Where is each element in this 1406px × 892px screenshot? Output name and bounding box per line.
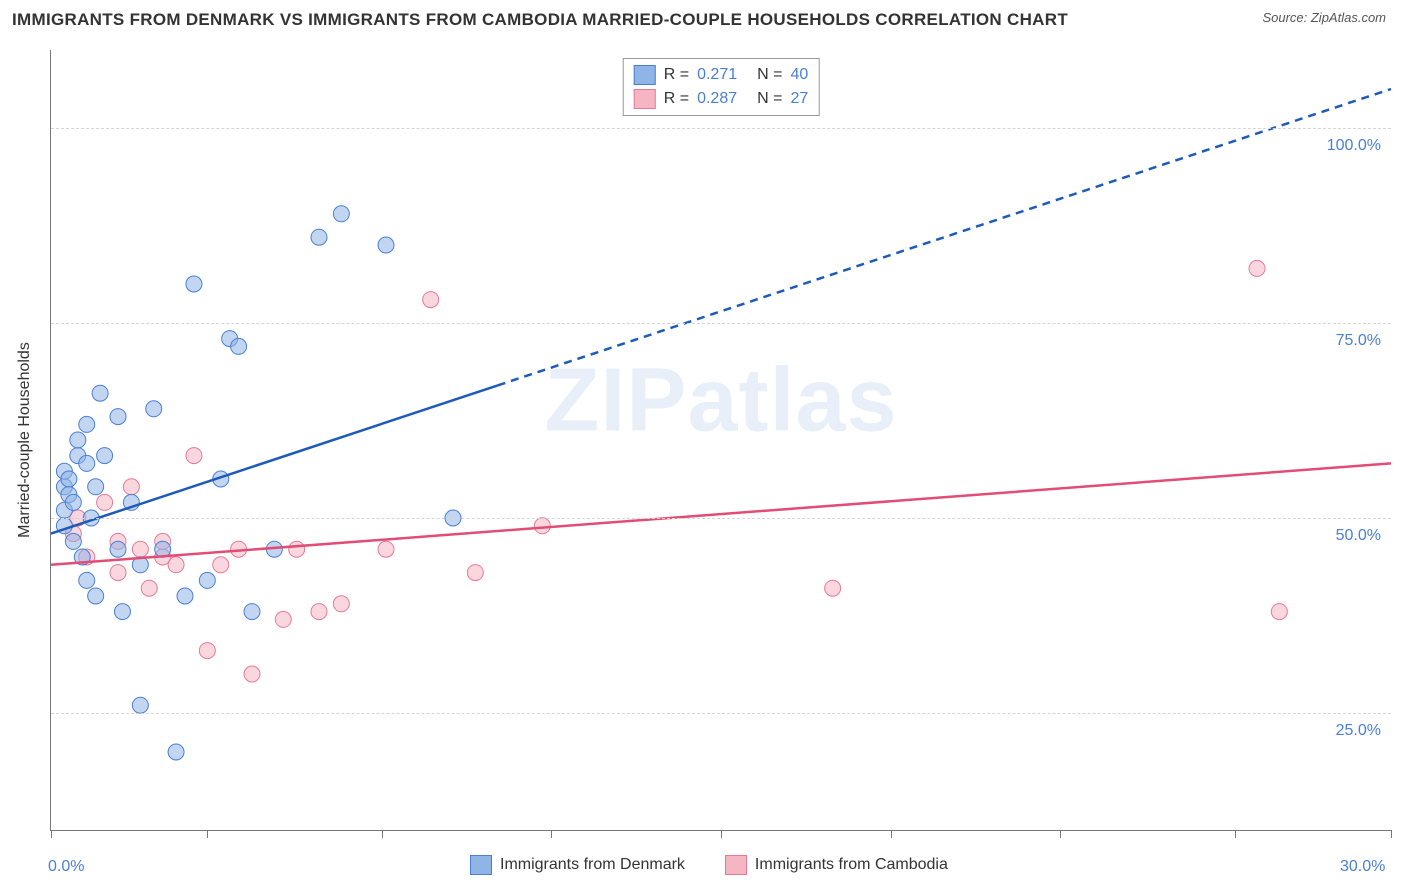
regression-line xyxy=(498,89,1391,385)
data-point xyxy=(467,565,483,581)
data-point xyxy=(186,448,202,464)
data-point xyxy=(378,541,394,557)
data-point xyxy=(1271,604,1287,620)
plot-area: ZIPatlas R = 0.271 N = 40 R = 0.287 N = … xyxy=(50,50,1391,831)
legend-stats-row-denmark: R = 0.271 N = 40 xyxy=(634,63,809,87)
data-point xyxy=(186,276,202,292)
data-point xyxy=(213,557,229,573)
data-point xyxy=(88,479,104,495)
data-point xyxy=(88,588,104,604)
x-tick xyxy=(551,830,552,838)
data-point xyxy=(199,572,215,588)
r-value-denmark: 0.271 xyxy=(697,66,737,84)
data-point xyxy=(534,518,550,534)
data-point xyxy=(146,401,162,417)
x-tick xyxy=(1060,830,1061,838)
data-point xyxy=(168,557,184,573)
n-label: N = xyxy=(757,66,782,84)
data-point xyxy=(132,697,148,713)
data-point xyxy=(97,494,113,510)
data-point xyxy=(275,611,291,627)
x-tick xyxy=(1235,830,1236,838)
y-grid-label: 50.0% xyxy=(1336,527,1381,545)
data-point xyxy=(61,471,77,487)
n-value-denmark: 40 xyxy=(790,66,808,84)
n-label: N = xyxy=(757,90,782,108)
data-point xyxy=(177,588,193,604)
legend-stats-row-cambodia: R = 0.287 N = 27 xyxy=(634,87,809,111)
x-axis-min-label: 0.0% xyxy=(48,858,84,876)
y-grid-label: 25.0% xyxy=(1336,722,1381,740)
regression-line xyxy=(51,463,1391,564)
data-point xyxy=(378,237,394,253)
x-tick xyxy=(1391,830,1392,838)
data-point xyxy=(141,580,157,596)
x-tick xyxy=(891,830,892,838)
x-tick xyxy=(721,830,722,838)
legend-bottom: Immigrants from Denmark Immigrants from … xyxy=(470,855,948,875)
gridline xyxy=(51,128,1391,129)
data-point xyxy=(65,533,81,549)
data-point xyxy=(423,292,439,308)
data-point xyxy=(123,479,139,495)
swatch-denmark xyxy=(470,855,492,875)
data-point xyxy=(825,580,841,596)
r-label: R = xyxy=(664,90,689,108)
data-point xyxy=(97,448,113,464)
data-point xyxy=(110,409,126,425)
n-value-cambodia: 27 xyxy=(790,90,808,108)
data-point xyxy=(311,604,327,620)
swatch-cambodia xyxy=(634,89,656,109)
data-point xyxy=(289,541,305,557)
gridline xyxy=(51,518,1391,519)
data-point xyxy=(333,596,349,612)
data-point xyxy=(79,416,95,432)
x-axis-max-label: 30.0% xyxy=(1340,858,1385,876)
data-point xyxy=(333,206,349,222)
x-tick xyxy=(207,830,208,838)
data-point xyxy=(65,494,81,510)
data-point xyxy=(110,541,126,557)
gridline xyxy=(51,323,1391,324)
swatch-denmark xyxy=(634,65,656,85)
regression-line xyxy=(51,385,498,533)
legend-item-cambodia: Immigrants from Cambodia xyxy=(725,855,948,875)
data-point xyxy=(110,565,126,581)
data-point xyxy=(244,604,260,620)
y-axis-label: Married-couple Households xyxy=(16,342,34,538)
r-value-cambodia: 0.287 xyxy=(697,90,737,108)
data-point xyxy=(231,338,247,354)
swatch-cambodia xyxy=(725,855,747,875)
legend-item-denmark: Immigrants from Denmark xyxy=(470,855,685,875)
data-point xyxy=(79,455,95,471)
data-point xyxy=(199,643,215,659)
data-point xyxy=(79,572,95,588)
data-point xyxy=(70,432,86,448)
gridline xyxy=(51,713,1391,714)
legend-label-cambodia: Immigrants from Cambodia xyxy=(755,856,948,874)
data-point xyxy=(311,229,327,245)
legend-stats-box: R = 0.271 N = 40 R = 0.287 N = 27 xyxy=(623,58,820,116)
x-tick xyxy=(51,830,52,838)
r-label: R = xyxy=(664,66,689,84)
data-point xyxy=(168,744,184,760)
data-point xyxy=(244,666,260,682)
y-grid-label: 100.0% xyxy=(1327,137,1381,155)
source-attribution: Source: ZipAtlas.com xyxy=(1262,10,1386,25)
chart-title: IMMIGRANTS FROM DENMARK VS IMMIGRANTS FR… xyxy=(12,10,1068,30)
data-point xyxy=(132,541,148,557)
legend-label-denmark: Immigrants from Denmark xyxy=(500,856,685,874)
data-point xyxy=(114,604,130,620)
y-grid-label: 75.0% xyxy=(1336,332,1381,350)
x-tick xyxy=(382,830,383,838)
data-point xyxy=(92,385,108,401)
data-point xyxy=(1249,260,1265,276)
